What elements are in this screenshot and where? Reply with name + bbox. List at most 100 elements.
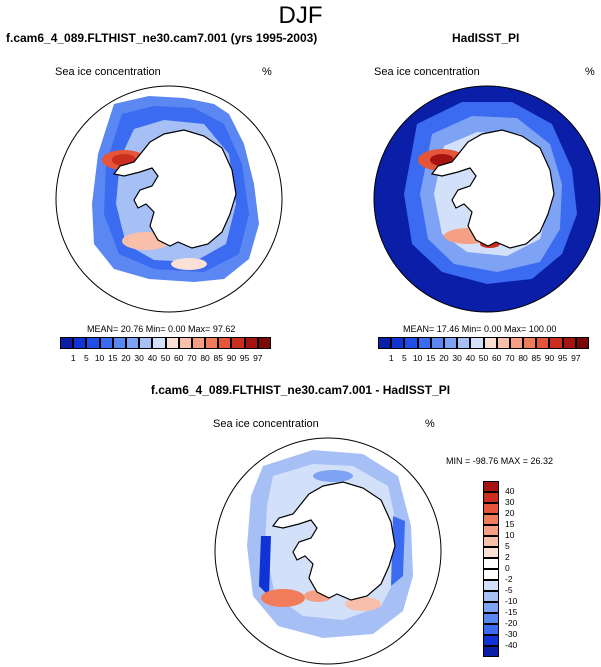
right-map <box>373 85 601 313</box>
diff-units-label: % <box>425 418 435 430</box>
left-colorbar-swatch <box>112 337 126 349</box>
diff-colorbar-swatch <box>483 503 499 514</box>
right-colorbar-swatch <box>470 337 484 349</box>
left-colorbar-swatch <box>205 337 219 349</box>
diff-colorbar-tick: -15 <box>505 607 518 617</box>
left-colorbar-tick: 30 <box>134 353 144 363</box>
left-colorbar-swatch <box>191 337 206 349</box>
diff-colorbar-swatch <box>483 569 499 580</box>
left-colorbar-tick: 15 <box>108 353 118 363</box>
left-colorbar-swatch <box>178 337 192 349</box>
right-colorbar-swatch <box>496 337 510 349</box>
left-colorbar-swatch <box>152 337 166 349</box>
left-map <box>55 85 283 313</box>
diff-colorbar: 40 30 20 15 10 5 2 0 -2 -5 -10 -15 -20 -30 -40 <box>483 481 517 657</box>
right-colorbar-tick: 95 <box>557 353 568 363</box>
right-colorbar-swatch <box>536 337 550 349</box>
left-colorbar-tick: 95 <box>239 353 250 363</box>
left-antarctica-coastline <box>112 129 237 249</box>
diff-colorbar-tick: 40 <box>505 486 515 496</box>
left-colorbar-tick: 70 <box>187 353 197 363</box>
right-colorbar-tick: 5 <box>402 353 407 363</box>
right-colorbar-tick: 90 <box>544 353 555 363</box>
right-colorbar-swatch <box>404 337 418 349</box>
right-colorbar-tick: 1 <box>388 353 394 363</box>
right-colorbar-swatch <box>378 337 392 349</box>
right-antarctica-coastline <box>430 129 555 249</box>
diff-colorbar-swatch <box>483 602 499 613</box>
left-colorbar-tick: 40 <box>147 353 158 363</box>
left-colorbar-swatch <box>139 337 153 349</box>
left-colorbar-swatch <box>73 337 87 349</box>
diff-variable-label: Sea ice concentration <box>213 418 319 430</box>
diff-colorbar-tick: -2 <box>505 574 513 584</box>
diff-colorbar-swatch <box>483 580 499 591</box>
left-colorbar-tick: 50 <box>160 353 171 363</box>
diff-colorbar-swatch <box>483 635 499 646</box>
diff-colorbar-tick: -20 <box>505 618 518 628</box>
left-colorbar-swatch <box>165 337 179 349</box>
diff-colorbar-swatch <box>483 514 499 525</box>
diff-colorbar-tick: -30 <box>505 629 518 639</box>
right-panel-title: HadISST_PI <box>452 31 520 45</box>
diff-colorbar-tick: 20 <box>505 508 515 518</box>
left-colorbar-tick: 60 <box>173 353 184 363</box>
right-units-label: % <box>585 66 595 78</box>
left-colorbar-tick: 97 <box>253 353 263 363</box>
right-colorbar-swatch <box>417 337 431 349</box>
right-colorbar-swatch <box>562 337 576 349</box>
right-variable-label: Sea ice concentration <box>374 66 480 78</box>
right-colorbar-tick: 30 <box>452 353 462 363</box>
diff-colorbar-swatch <box>483 525 499 536</box>
diff-colorbar-swatch <box>483 613 499 624</box>
right-colorbar-tick: 40 <box>465 353 476 363</box>
right-colorbar-tick: 70 <box>505 353 515 363</box>
figure-title: DJF <box>278 2 323 29</box>
diff-colorbar-tick: 2 <box>505 552 510 562</box>
diff-antarctica-coastline <box>271 481 396 601</box>
right-colorbar-swatch <box>575 337 589 349</box>
diff-colorbar-swatch <box>483 547 499 558</box>
left-colorbar-tick: 10 <box>94 353 105 363</box>
right-colorbar-swatch <box>509 337 524 349</box>
diff-colorbar-tick: -40 <box>505 640 518 650</box>
left-colorbar-swatch <box>99 337 113 349</box>
left-colorbar: 1 5 10 15 20 30 40 50 60 70 80 85 90 95 97 <box>60 337 271 363</box>
diff-colorbar-swatch <box>483 481 499 492</box>
diff-colorbar-swatch <box>483 536 499 547</box>
diff-colorbar-tick: 30 <box>505 497 515 507</box>
left-variable-label: Sea ice concentration <box>55 66 161 78</box>
diff-colorbar-tick: 15 <box>505 519 515 529</box>
diff-colorbar-swatch <box>483 591 499 602</box>
right-colorbar-swatch <box>523 337 537 349</box>
right-colorbar-swatch <box>391 337 405 349</box>
diff-stats: MIN = -98.76 MAX = 26.32 <box>446 456 554 466</box>
right-stats: MEAN= 17.46 Min= 0.00 Max= 100.00 <box>403 324 557 334</box>
right-colorbar-tick: 97 <box>571 353 581 363</box>
left-colorbar-swatch <box>218 337 232 349</box>
right-colorbar-swatch <box>549 337 563 349</box>
diff-colorbar-tick: 0 <box>505 563 510 573</box>
diff-colorbar-tick: 10 <box>505 530 515 540</box>
diff-colorbar-tick: -10 <box>505 596 518 606</box>
left-colorbar-tick: 85 <box>213 353 223 363</box>
right-colorbar-tick: 15 <box>426 353 436 363</box>
left-colorbar-swatch <box>244 337 258 349</box>
right-colorbar-swatch <box>443 337 458 349</box>
diff-colorbar-swatch <box>483 624 499 635</box>
right-colorbar-tick: 60 <box>491 353 502 363</box>
diff-colorbar-tick: 5 <box>505 541 510 551</box>
left-colorbar-tick: 20 <box>121 353 131 363</box>
diff-colorbar-tick: -5 <box>505 585 513 595</box>
right-colorbar-tick: 50 <box>478 353 489 363</box>
diff-colorbar-swatch <box>483 646 499 657</box>
left-colorbar-tick: 1 <box>70 353 76 363</box>
diff-colorbar-swatch <box>483 492 499 503</box>
left-units-label: % <box>262 66 272 78</box>
left-colorbar-swatch <box>231 337 245 349</box>
right-colorbar-swatch <box>457 337 471 349</box>
right-colorbar-tick: 80 <box>518 353 528 363</box>
left-colorbar-swatch <box>86 337 100 349</box>
left-panel-title: f.cam6_4_089.FLTHIST_ne30.cam7.001 (yrs … <box>6 31 318 45</box>
diff-panel-title: f.cam6_4_089.FLTHIST_ne30.cam7.001 - Had… <box>150 383 451 397</box>
